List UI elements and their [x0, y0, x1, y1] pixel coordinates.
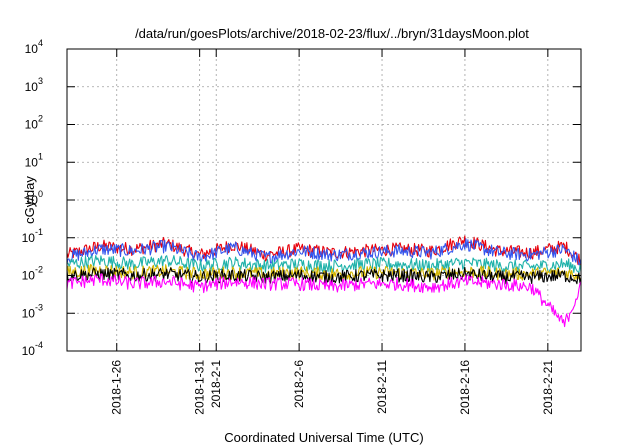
chart-title: /data/run/goesPlots/archive/2018-02-23/f…	[135, 26, 529, 41]
y-tick-exponent: -4	[35, 340, 43, 350]
y-tick-exponent: -1	[35, 227, 43, 237]
y-tick-exponent: 0	[38, 189, 43, 199]
x-tick-label: 2018-1-26	[110, 360, 124, 415]
x-tick-label: 2018-2-11	[375, 360, 389, 414]
y-tick-label: 102	[25, 114, 43, 132]
y-tick-exponent: -2	[35, 265, 43, 275]
series-line-5	[66, 273, 582, 328]
x-tick-label: 2018-2-1	[209, 360, 223, 408]
grid-layer	[67, 49, 581, 351]
y-tick-label: 10-3	[22, 302, 43, 320]
y-tick-label: 101	[25, 151, 43, 169]
y-tick-exponent: 2	[38, 114, 43, 124]
y-tick-exponent: -3	[35, 302, 43, 312]
y-tick-label: 104	[25, 38, 43, 56]
x-tick-label: 2018-2-6	[292, 360, 306, 408]
y-tick-exponent: 1	[38, 151, 43, 161]
series-line-1	[66, 238, 582, 266]
y-tick-label: 10-4	[22, 340, 43, 358]
series-line-2	[66, 255, 582, 274]
y-tick-label: 103	[25, 76, 43, 94]
y-tick-label: 10-1	[22, 227, 43, 245]
y-axis-label: cGy/day	[22, 176, 37, 224]
x-axis-label: Coordinated Universal Time (UTC)	[224, 430, 423, 445]
x-tick-label: 2018-2-21	[541, 360, 555, 415]
series-layer	[66, 235, 582, 328]
y-tick-label: 10-2	[22, 265, 43, 283]
x-tick-label: 2018-1-31	[193, 360, 207, 415]
series-line-4	[66, 266, 582, 285]
y-tick-exponent: 3	[38, 76, 43, 86]
x-tick-layer: 2018-1-26 2018-1-31 2018-2-1 2018-2-6 2018-2…	[110, 49, 555, 415]
x-tick-label: 2018-2-16	[458, 360, 472, 415]
y-tick-exponent: 4	[38, 38, 43, 48]
